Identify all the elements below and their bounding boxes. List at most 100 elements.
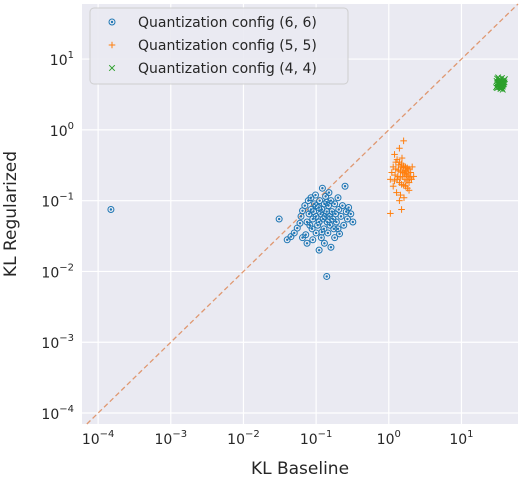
data-point bbox=[408, 163, 416, 171]
data-point bbox=[396, 144, 403, 152]
data-point-center bbox=[320, 208, 324, 211]
y-tick-label: 101 bbox=[50, 50, 74, 69]
data-point bbox=[325, 189, 333, 197]
data-point-center bbox=[334, 212, 337, 216]
data-point bbox=[107, 206, 115, 214]
data-point bbox=[410, 173, 417, 180]
data-point bbox=[303, 239, 311, 247]
x-axis-ticks: 10−4 10−3 10−2 10−1 100 101 bbox=[82, 429, 474, 448]
data-points bbox=[107, 74, 508, 280]
data-point bbox=[312, 202, 320, 210]
legend-item: Quantization config (5, 5) bbox=[108, 38, 317, 54]
legend-marker-circle-dot bbox=[108, 18, 116, 26]
data-point bbox=[306, 221, 314, 229]
data-point-center bbox=[335, 220, 338, 224]
y-tick-label: 10−3 bbox=[41, 333, 74, 352]
data-point-center bbox=[345, 210, 348, 213]
data-point-center bbox=[310, 227, 314, 231]
data-point-center bbox=[338, 232, 341, 236]
y-tick-label: 10−4 bbox=[41, 404, 74, 423]
data-point-center bbox=[318, 199, 321, 202]
data-point-center bbox=[309, 208, 313, 211]
series-0 bbox=[107, 182, 357, 280]
data-point-center bbox=[329, 199, 333, 202]
data-point-center bbox=[325, 210, 328, 213]
data-point-center bbox=[286, 238, 289, 242]
data-point bbox=[311, 191, 319, 199]
data-point-center bbox=[307, 212, 311, 216]
data-point-center bbox=[319, 212, 322, 216]
x-tick-label: 10−1 bbox=[300, 429, 333, 448]
data-point bbox=[389, 182, 397, 190]
data-point bbox=[387, 210, 394, 217]
data-point bbox=[498, 84, 506, 92]
data-point bbox=[318, 228, 326, 236]
data-point bbox=[327, 243, 335, 251]
data-point-center bbox=[277, 217, 281, 221]
legend-label: Quantization config (4, 4) bbox=[138, 61, 317, 77]
legend-label: Quantization config (6, 6) bbox=[138, 15, 317, 31]
legend-marker-x bbox=[108, 64, 116, 72]
data-point bbox=[500, 80, 507, 87]
legend-marker-shape bbox=[108, 18, 116, 26]
data-point bbox=[314, 221, 322, 229]
data-point bbox=[401, 166, 409, 174]
data-point bbox=[316, 197, 324, 205]
data-point-center bbox=[341, 204, 344, 207]
legend-item: Quantization config (6, 6) bbox=[108, 15, 317, 31]
data-point bbox=[393, 189, 400, 196]
data-point-center bbox=[303, 204, 307, 207]
x-tick-label: 101 bbox=[449, 429, 473, 448]
data-point bbox=[397, 191, 404, 199]
data-point bbox=[392, 158, 400, 166]
data-point bbox=[334, 225, 342, 233]
data-point bbox=[405, 179, 413, 186]
y-tick-label: 10−1 bbox=[41, 192, 74, 211]
data-point-center bbox=[301, 236, 304, 239]
data-point-center bbox=[333, 236, 336, 239]
data-point bbox=[404, 170, 412, 178]
x-tick-label: 10−4 bbox=[82, 429, 115, 448]
x-tick-label: 10−2 bbox=[227, 429, 260, 448]
data-point-center bbox=[328, 215, 331, 218]
data-point bbox=[391, 171, 399, 179]
data-point bbox=[498, 74, 506, 82]
data-point-center bbox=[343, 185, 347, 188]
legend-marker-shape-center bbox=[110, 20, 114, 24]
data-point bbox=[400, 137, 407, 145]
data-point-center bbox=[314, 204, 318, 207]
x-tick-label: 10−3 bbox=[154, 429, 187, 448]
data-point bbox=[340, 221, 348, 229]
data-point bbox=[499, 86, 506, 93]
data-point-center bbox=[342, 224, 345, 227]
data-point bbox=[387, 176, 394, 183]
data-point-center bbox=[329, 246, 333, 249]
data-point-center bbox=[311, 238, 314, 242]
legend-marker-shape bbox=[108, 64, 116, 72]
data-point bbox=[331, 200, 339, 208]
data-point bbox=[336, 230, 344, 238]
data-point bbox=[347, 210, 355, 218]
data-point bbox=[398, 154, 406, 162]
data-point bbox=[275, 215, 283, 223]
y-axis-ticks: 10−4 10−3 10−2 10−1 100 101 bbox=[41, 50, 74, 423]
data-point bbox=[391, 151, 398, 158]
data-point-center bbox=[296, 226, 299, 230]
data-point-center bbox=[314, 215, 318, 218]
data-point-center bbox=[320, 236, 323, 239]
data-point-center bbox=[326, 231, 330, 235]
data-point bbox=[337, 212, 345, 220]
legend-label: Quantization config (5, 5) bbox=[138, 38, 317, 54]
x-axis-label: KL Baseline bbox=[251, 459, 349, 479]
data-point-center bbox=[299, 215, 303, 218]
data-point-center bbox=[333, 202, 336, 206]
data-point-center bbox=[323, 242, 326, 245]
data-point-center bbox=[347, 206, 350, 209]
data-point-center bbox=[325, 201, 328, 204]
data-point bbox=[396, 197, 403, 204]
data-point bbox=[318, 184, 326, 192]
data-point-center bbox=[336, 227, 340, 231]
y-axis-label: KL Regularized bbox=[1, 151, 21, 277]
data-point bbox=[405, 187, 413, 194]
